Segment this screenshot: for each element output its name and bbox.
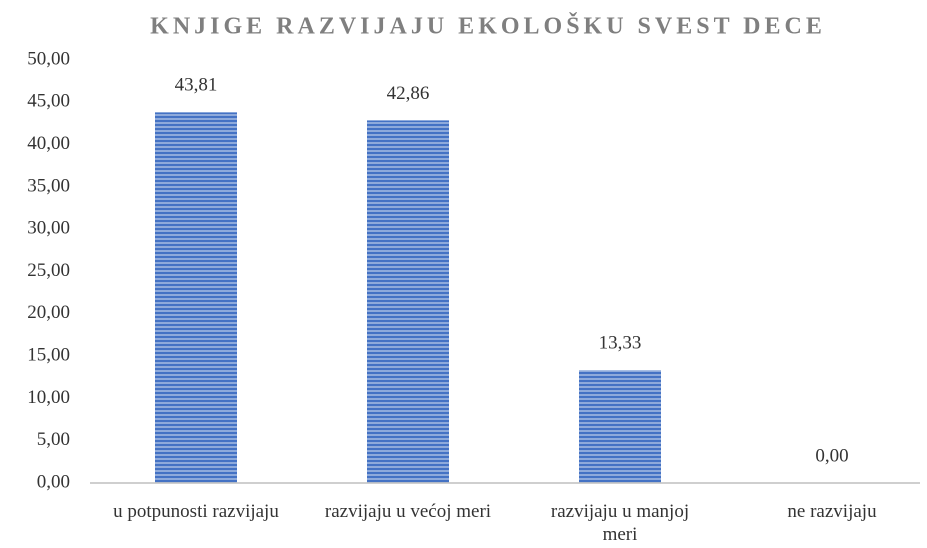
value-label: 43,81: [175, 75, 218, 96]
y-tick-label: 20,00: [27, 302, 70, 323]
bar: [155, 112, 237, 483]
bar: [579, 370, 661, 483]
x-tick-label: ne razvijaju: [787, 501, 877, 522]
y-tick-label: 10,00: [27, 387, 70, 408]
y-tick-label: 35,00: [27, 175, 70, 196]
x-tick-label: u potpunosti razvijaju: [113, 501, 279, 522]
value-label: 42,86: [387, 83, 430, 104]
y-tick-label: 45,00: [27, 91, 70, 112]
y-tick-label: 5,00: [37, 429, 70, 450]
x-tick-label: razvijaju u manjoj meri: [550, 501, 690, 545]
y-tick-label: 40,00: [27, 133, 70, 154]
y-tick-label: 30,00: [27, 218, 70, 239]
y-tick-label: 15,00: [27, 344, 70, 365]
y-tick-label: 0,00: [37, 471, 70, 492]
x-tick-label: razvijaju u većoj meri: [324, 501, 492, 522]
bar: [367, 120, 449, 483]
y-tick-label: 50,00: [27, 48, 70, 69]
chart-title: KNJIGE RAZVIJAJU EKOLOŠKU SVEST DECE: [150, 13, 826, 40]
value-label: 13,33: [599, 333, 642, 354]
value-label: 0,00: [815, 445, 848, 466]
y-tick-label: 25,00: [27, 260, 70, 281]
